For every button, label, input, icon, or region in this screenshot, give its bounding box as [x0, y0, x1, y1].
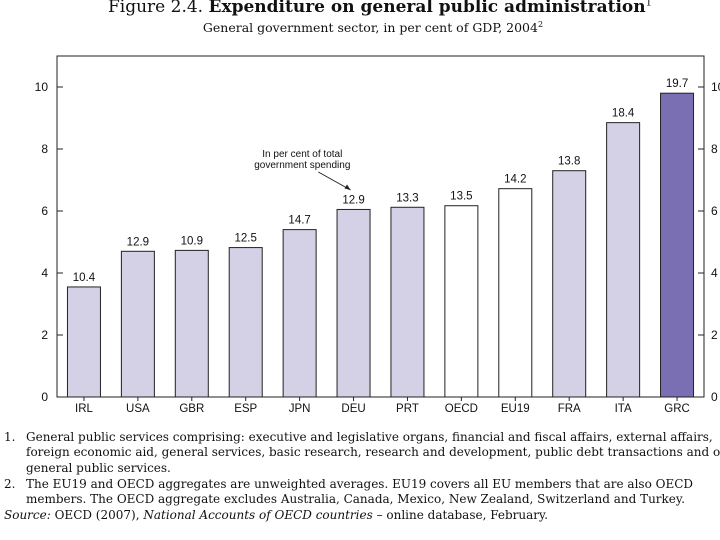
x-tick-label: ITA	[615, 403, 632, 415]
x-tick-label: IRL	[75, 403, 94, 415]
source-publication: National Accounts of OECD countries	[143, 508, 373, 523]
bar-jpn	[282, 229, 317, 398]
x-tick-label: GBR	[179, 403, 204, 415]
bar-grc	[660, 92, 695, 398]
y-tick-label-right: 4	[711, 266, 718, 280]
x-tick-label: OECD	[445, 403, 478, 415]
annotation-text: In per cent of total	[262, 149, 342, 160]
bar-esp	[228, 247, 263, 398]
data-label: 18.4	[612, 108, 635, 120]
x-tick-label: EU19	[501, 403, 530, 415]
x-tick-label: ESP	[234, 403, 257, 415]
data-label: 13.3	[396, 192, 418, 204]
x-tick-label: FRA	[558, 403, 581, 415]
bar-irl	[66, 286, 101, 398]
footnotes: 1. General public services comprising: e…	[4, 430, 720, 524]
x-tick-label: JPN	[289, 403, 311, 415]
title-text: Expenditure on general public administra…	[208, 0, 646, 17]
footnote-1: 1. General public services comprising: e…	[4, 430, 720, 476]
footnote-2: 2. The EU19 and OECD aggregates are unwe…	[4, 477, 720, 508]
annotation-arrow-line	[318, 171, 351, 191]
y-tick-label-left: 4	[41, 266, 48, 280]
y-tick-label-left: 6	[41, 204, 48, 218]
subtitle-text: General government sector, in per cent o…	[202, 20, 538, 36]
y-tick-label-right: 2	[711, 328, 718, 342]
bar-eu19	[498, 188, 533, 398]
y-tick-label-left: 8	[41, 142, 48, 156]
source-text-end: – online database, February.	[372, 508, 549, 523]
y-tick-label-left: 10	[35, 80, 49, 94]
y-tick-label-right: 10	[711, 80, 720, 94]
data-label: 10.4	[73, 272, 96, 284]
annotation-arrow-head	[344, 184, 351, 190]
annotation-text: government spending	[254, 160, 350, 171]
data-label: 13.5	[450, 191, 472, 203]
footnote-number: 2.	[4, 476, 16, 491]
bar-oecd	[444, 205, 479, 398]
data-label: 12.9	[342, 194, 364, 206]
data-label: 12.9	[127, 236, 149, 248]
bar-gbr	[174, 249, 209, 398]
bar-fra	[552, 170, 587, 398]
data-label: 13.8	[558, 156, 580, 168]
subtitle-footnote-marker: 2	[537, 20, 544, 29]
source-line: Source: OECD (2007), National Accounts o…	[4, 508, 720, 523]
footnote-number: 1.	[4, 430, 16, 444]
chart-subtitle: General government sector, in per cent o…	[0, 20, 720, 35]
x-tick-label: PRT	[396, 403, 419, 415]
x-tick-label: USA	[126, 403, 150, 415]
x-tick-label: GRC	[664, 403, 690, 415]
title-footnote-marker: 1	[645, 0, 652, 9]
data-label: 19.7	[666, 78, 688, 90]
source-label: Source:	[4, 508, 51, 523]
bar-prt	[390, 206, 425, 398]
data-label: 10.9	[181, 235, 203, 247]
y-tick-label-right: 6	[711, 204, 718, 218]
figure-label: Figure 2.4.	[107, 0, 204, 17]
plot-frame	[56, 55, 705, 398]
footnote-text: General public services comprising: exec…	[26, 430, 720, 475]
bar-usa	[120, 250, 155, 398]
footnote-text: The EU19 and OECD aggregates are unweigh…	[26, 476, 694, 507]
bar-chart: 0 0 2 2 4 4 6 6 8 8 10 10 IRL 10.4 USA 12.9 GBR 10.9 ESP 12…	[35, 55, 720, 415]
x-tick-label: DEU	[341, 403, 365, 415]
source-text: OECD (2007),	[50, 508, 144, 523]
y-tick-label-left: 0	[41, 390, 48, 404]
y-tick-label-right: 0	[711, 390, 718, 404]
data-label: 14.2	[504, 174, 526, 186]
chart-title: Figure 2.4. Expenditure on general publi…	[0, 0, 720, 17]
y-tick-label-right: 8	[711, 142, 718, 156]
bar-deu	[336, 208, 371, 398]
data-label: 14.7	[288, 215, 310, 227]
data-label: 12.5	[235, 233, 257, 245]
bar-ita	[606, 122, 641, 398]
y-tick-label-left: 2	[41, 328, 48, 342]
